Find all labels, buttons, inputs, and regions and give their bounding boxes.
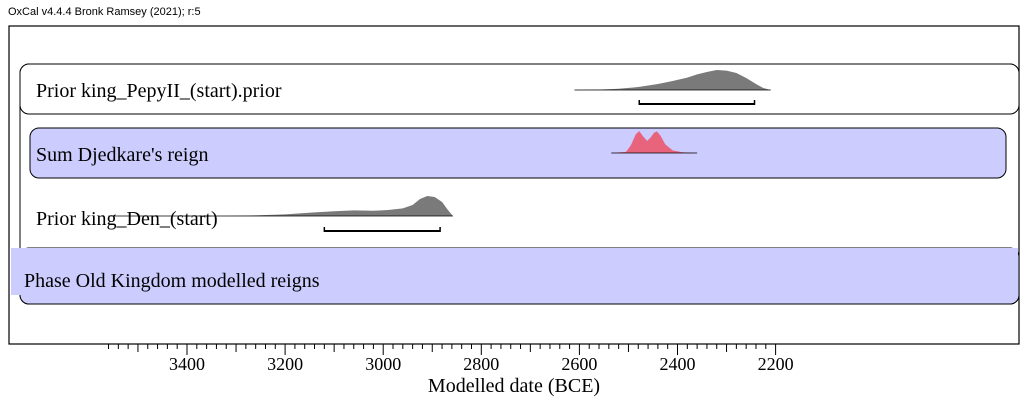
row-box-0 (19, 63, 1020, 115)
x-axis: 3400 3200 3000 2800 2600 2400 2200 (108, 344, 794, 374)
distributions (108, 70, 771, 232)
x-tick-label: 2400 (660, 354, 696, 374)
row-label-2: Prior king_Den_(start) (36, 208, 218, 230)
row-label-1: Sum Djedkare's reign (36, 144, 208, 166)
x-axis-label: Modelled date (BCE) (428, 375, 600, 397)
oxcal-version-header: OxCal v4.4.4 Bronk Ramsey (2021); r:5 (8, 6, 201, 18)
distribution-0 (574, 70, 771, 90)
distribution-2 (108, 196, 453, 216)
row-label-3: Phase Old Kingdom modelled reigns (24, 270, 320, 292)
row-label-0: Prior king_PepyII_(start).prior (36, 80, 282, 102)
range-bracket-0 (638, 100, 756, 105)
x-tick-label: 3400 (169, 354, 205, 374)
x-tick-label: 3200 (267, 354, 303, 374)
range-bracket-2 (323, 227, 441, 232)
x-tick-label: 2200 (758, 354, 794, 374)
row-band-3 (11, 248, 1018, 295)
x-tick-label: 3000 (365, 354, 401, 374)
row-box-1 (29, 127, 1007, 179)
group-boxes (11, 63, 1020, 305)
x-tick-label: 2800 (463, 354, 499, 374)
row-labels: Prior king_PepyII_(start).prior Sum Djedk… (24, 80, 320, 292)
distribution-1 (611, 131, 698, 153)
x-tick-label: 2600 (561, 354, 597, 374)
